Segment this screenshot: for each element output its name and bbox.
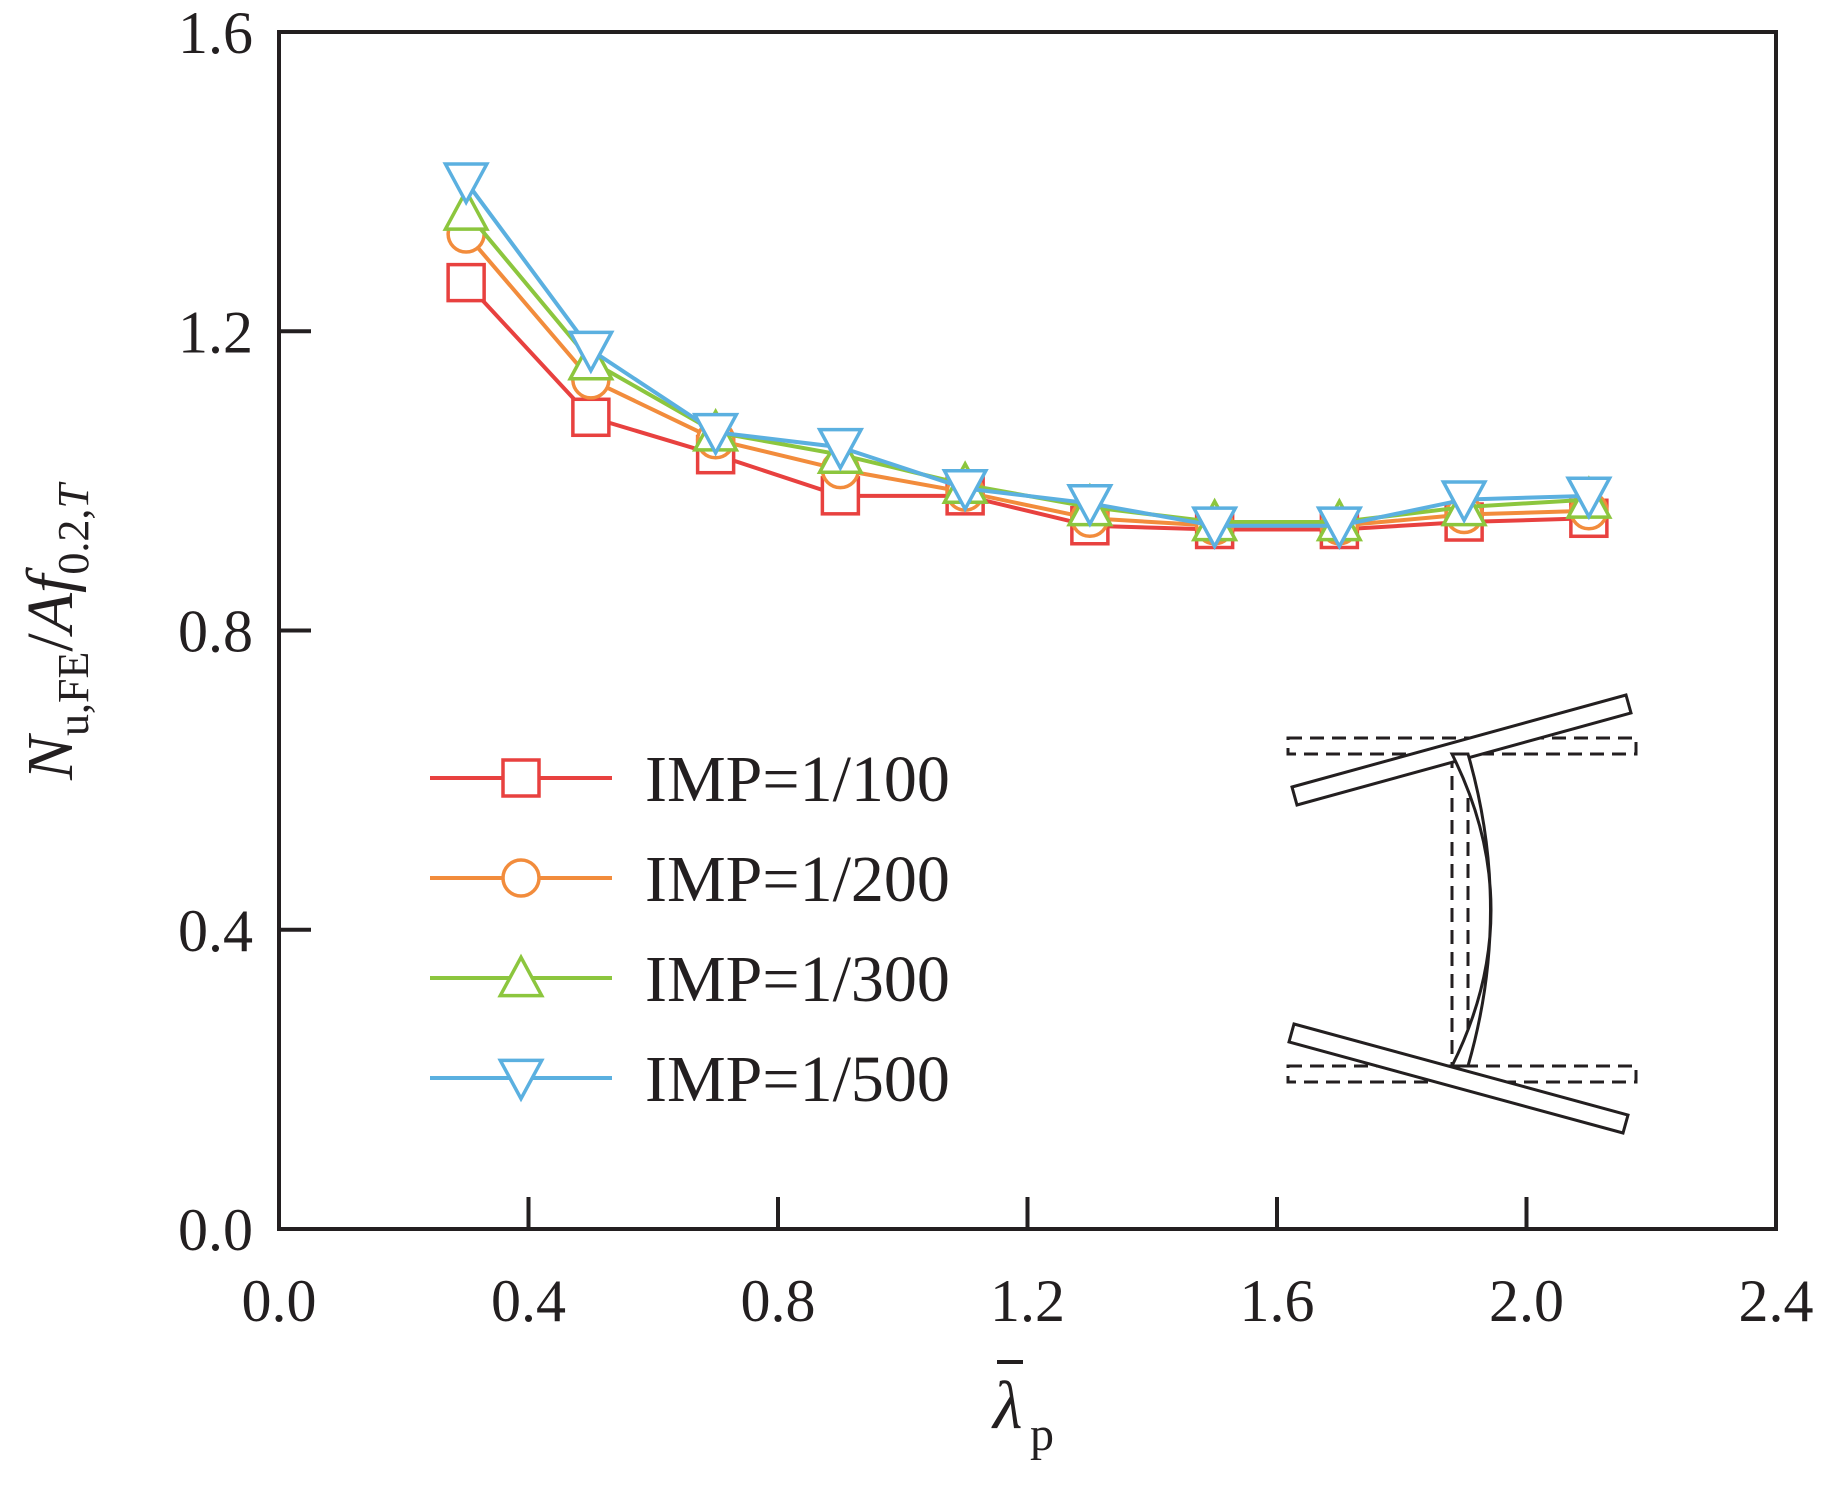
marker-triangle-down xyxy=(567,330,615,375)
legend-item: IMP=1/200 xyxy=(430,843,950,916)
marker-square xyxy=(446,262,486,303)
x-axis-title-subscript: p xyxy=(1030,1408,1054,1461)
plot-frame xyxy=(277,30,1778,1231)
inset-bottom-plate-tilted xyxy=(1287,1022,1630,1135)
x-tick-label: 1.2 xyxy=(990,1268,1065,1334)
legend-label: IMP=1/200 xyxy=(645,843,950,916)
marker-triangle-down xyxy=(691,412,740,457)
legend: IMP=1/100 IMP=1/200 IMP=1/300 IMP=1/500 xyxy=(430,743,950,1116)
series-line xyxy=(464,210,1589,525)
marker-triangle-down xyxy=(816,427,865,472)
x-tick-label: 0.4 xyxy=(491,1268,566,1334)
axes: 0.0 0.4 0.8 1.2 1.6 2.0 2.4 0.0 0.4 0.8 1.2 1.6 xyxy=(178,0,1814,1334)
marker-triangle-down xyxy=(1066,483,1114,528)
series-line xyxy=(464,180,1589,528)
x-tick-label: 2.0 xyxy=(1489,1268,1564,1334)
x-tick-label: 0.0 xyxy=(242,1268,317,1334)
y-tick-label: 0.8 xyxy=(178,599,253,665)
x-axis-title-symbol: λ xyxy=(991,1367,1022,1443)
marker-triangle-down xyxy=(1190,506,1239,551)
marker-triangle-down xyxy=(941,469,989,513)
inset-top-plate-tilted xyxy=(1290,693,1633,807)
series-layer xyxy=(442,162,1613,551)
y-axis-title-a: A xyxy=(14,592,87,637)
legend-label: IMP=1/500 xyxy=(645,1043,950,1116)
x-tick-label: 0.8 xyxy=(741,1268,816,1334)
marker-square xyxy=(501,758,541,798)
marker-square xyxy=(571,397,611,438)
marker-triangle-down xyxy=(1315,506,1364,551)
x-tick-label: 2.4 xyxy=(1739,1268,1814,1334)
y-tick-label: 1.2 xyxy=(178,299,253,365)
marker-triangle-down xyxy=(1565,476,1613,521)
marker-triangle-up xyxy=(442,187,490,231)
marker-triangle-up xyxy=(497,953,545,998)
series-line xyxy=(464,232,1589,528)
column-imperfection-inset xyxy=(1286,693,1638,1135)
legend-item: IMP=1/100 xyxy=(430,743,950,816)
y-axis-title-slash: / xyxy=(14,633,87,652)
x-tick-label: 1.6 xyxy=(1240,1268,1315,1334)
inset-bowed-column xyxy=(1449,752,1493,1068)
legend-label: IMP=1/300 xyxy=(645,943,950,1016)
legend-item: IMP=1/300 xyxy=(430,943,950,1016)
y-axis-title-t: T xyxy=(49,481,98,509)
y-axis-title: Nu,FE/Af0.2,T xyxy=(14,481,98,781)
legend-item: IMP=1/500 xyxy=(430,1043,950,1116)
y-axis-title-f-sub: 0.2, xyxy=(49,509,98,575)
y-axis-title-n-sub: u,FE xyxy=(49,652,98,736)
marker-triangle-down xyxy=(442,162,490,207)
y-tick-label: 0.4 xyxy=(178,898,253,964)
series-line xyxy=(464,281,1589,532)
y-tick-label: 1.6 xyxy=(178,0,253,66)
series-4 xyxy=(442,162,1613,551)
svg-text:Nu,FE/Af0.2,T: Nu,FE/Af0.2,T xyxy=(14,481,98,781)
marker-circle xyxy=(501,858,541,898)
x-axis-title: λ p xyxy=(991,1360,1054,1461)
series-3 xyxy=(442,187,1613,542)
marker-triangle-down xyxy=(497,1058,545,1103)
legend-label: IMP=1/100 xyxy=(645,743,950,816)
y-axis-title-n: N xyxy=(14,732,87,781)
marker-triangle-down xyxy=(1440,480,1488,524)
y-tick-label: 0.0 xyxy=(178,1197,253,1263)
